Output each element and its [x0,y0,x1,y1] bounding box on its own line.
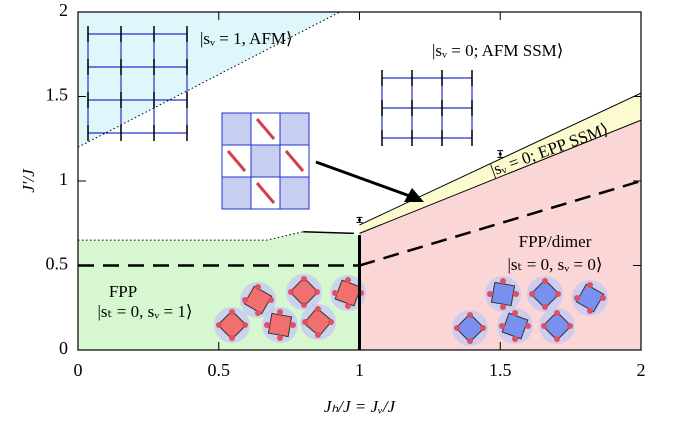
inset-site [290,322,296,328]
inset-site [554,336,560,342]
inset-site [277,335,283,341]
inset-site [255,284,261,290]
inset-site [315,306,321,312]
inset-site [480,325,486,331]
inset-site [587,282,593,288]
inset-site [600,295,606,301]
error-point [499,152,502,155]
inset-site [345,303,351,309]
inset-site [255,310,261,316]
inset-site [500,278,506,284]
inset-site [454,325,460,331]
region-label: |sᵥ = 0; AFM SSM⟩ [432,41,563,60]
x-tick-label: 2 [637,360,646,380]
inset-site [229,335,235,341]
inset-site [216,322,222,328]
inset-site [555,291,561,297]
inset-site [301,302,307,308]
y-tick-label: 2 [59,0,68,20]
inset-site [229,309,235,315]
inset-site [574,295,580,301]
inset-site [587,308,593,314]
inset-site [315,332,321,338]
region-label: |sₜ = 0, sᵥ = 0⟩ [508,255,603,274]
inset-site [512,336,518,342]
inset-site [542,304,548,310]
error-point [358,218,361,221]
inset-site [567,323,573,329]
inset-plaquette [280,177,309,209]
x-axis-label: Jₕ/J = Jᵥ/J [324,397,397,416]
inset-site [314,289,320,295]
y-tick-label: 1 [59,169,68,189]
inset-plaquette [280,113,309,145]
y-tick-label: 1.5 [46,85,69,105]
inset-site [328,319,334,325]
y-axis-label: J′/J [19,168,38,193]
inset-site [525,323,531,329]
inset-site [288,289,294,295]
inset-site [529,291,535,297]
inset-site [301,276,307,282]
y-tick-label: 0 [59,338,68,358]
inset-plaquette [268,313,291,336]
inset-site [242,322,248,328]
inset-site [277,309,283,315]
chart: 0 0.5 1 1.5 2 0 0.5 1 1.5 2 Jₕ/J = Jᵥ/J J′/J |sᵥ = 1… [0,0,686,426]
inset-site [467,338,473,344]
x-tick-label: 0 [74,360,83,380]
region-label: FPP [109,282,137,301]
x-tick-label: 0.5 [208,360,231,380]
inset-site [542,278,548,284]
inset-site [332,290,338,296]
region-label: |sᵥ = 1, AFM⟩ [200,29,293,48]
inset-plaquette [222,177,251,209]
inset-site [512,310,518,316]
inset-plaquette [222,113,251,145]
inset-site [345,277,351,283]
inset-site [499,323,505,329]
inset-site [554,310,560,316]
inset-site [467,312,473,318]
inset-site [513,291,519,297]
inset-site [500,304,506,310]
x-tick-label: 1.5 [489,360,512,380]
inset-plaquette [491,282,514,305]
inset-site [487,291,493,297]
inset-site [268,297,274,303]
y-tick-label: 0.5 [46,254,69,274]
inset-site [264,322,270,328]
region-label: FPP/dimer [519,232,592,251]
inset-site [302,319,308,325]
region-label: |sₜ = 0, sᵥ = 1⟩ [98,302,193,321]
x-tick-label: 1 [355,360,364,380]
inset-site [541,323,547,329]
inset-site [242,297,248,303]
inset-plaquette [251,145,280,177]
